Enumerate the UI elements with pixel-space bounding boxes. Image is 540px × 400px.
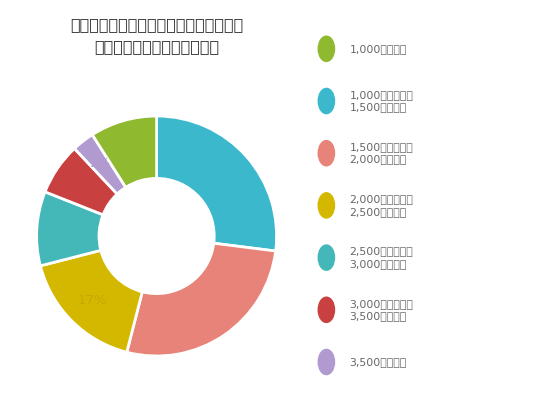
Wedge shape: [127, 243, 275, 356]
Wedge shape: [37, 192, 103, 266]
Text: 3,500万円以上: 3,500万円以上: [349, 357, 407, 367]
Circle shape: [318, 297, 334, 322]
Text: 10%: 10%: [51, 224, 80, 237]
Text: 家づくりで、外構を含まない建物のみに
かけた金額はいくらですか？: 家づくりで、外構を含まない建物のみに かけた金額はいくらですか？: [70, 17, 243, 55]
Wedge shape: [45, 148, 117, 215]
Text: 1,000万円以上～
1,500万円未満: 1,000万円以上～ 1,500万円未満: [349, 90, 414, 112]
Text: 1,500万円以上～
2,000万円未満: 1,500万円以上～ 2,000万円未満: [349, 142, 413, 164]
Circle shape: [318, 36, 334, 62]
Wedge shape: [75, 135, 126, 194]
Text: 9%: 9%: [120, 142, 141, 155]
Wedge shape: [92, 116, 157, 187]
Text: 27%: 27%: [210, 169, 240, 182]
Text: 1,000万円未満: 1,000万円未満: [349, 44, 407, 54]
Wedge shape: [40, 250, 142, 352]
Text: 17%: 17%: [77, 294, 107, 307]
Circle shape: [318, 193, 334, 218]
Text: 2,500万円以上～
3,000万円未満: 2,500万円以上～ 3,000万円未満: [349, 246, 413, 269]
Text: 2,000万円以上～
2,500万円未満: 2,000万円以上～ 2,500万円未満: [349, 194, 414, 216]
Circle shape: [318, 245, 334, 270]
Text: 27%: 27%: [193, 305, 222, 318]
Circle shape: [318, 350, 334, 374]
Text: 7%: 7%: [71, 178, 92, 191]
Text: 3,000万円以上～
3,500万円未満: 3,000万円以上～ 3,500万円未満: [349, 298, 414, 321]
Circle shape: [318, 140, 334, 166]
Text: 3%: 3%: [90, 158, 111, 170]
Circle shape: [318, 88, 334, 114]
Wedge shape: [157, 116, 276, 251]
